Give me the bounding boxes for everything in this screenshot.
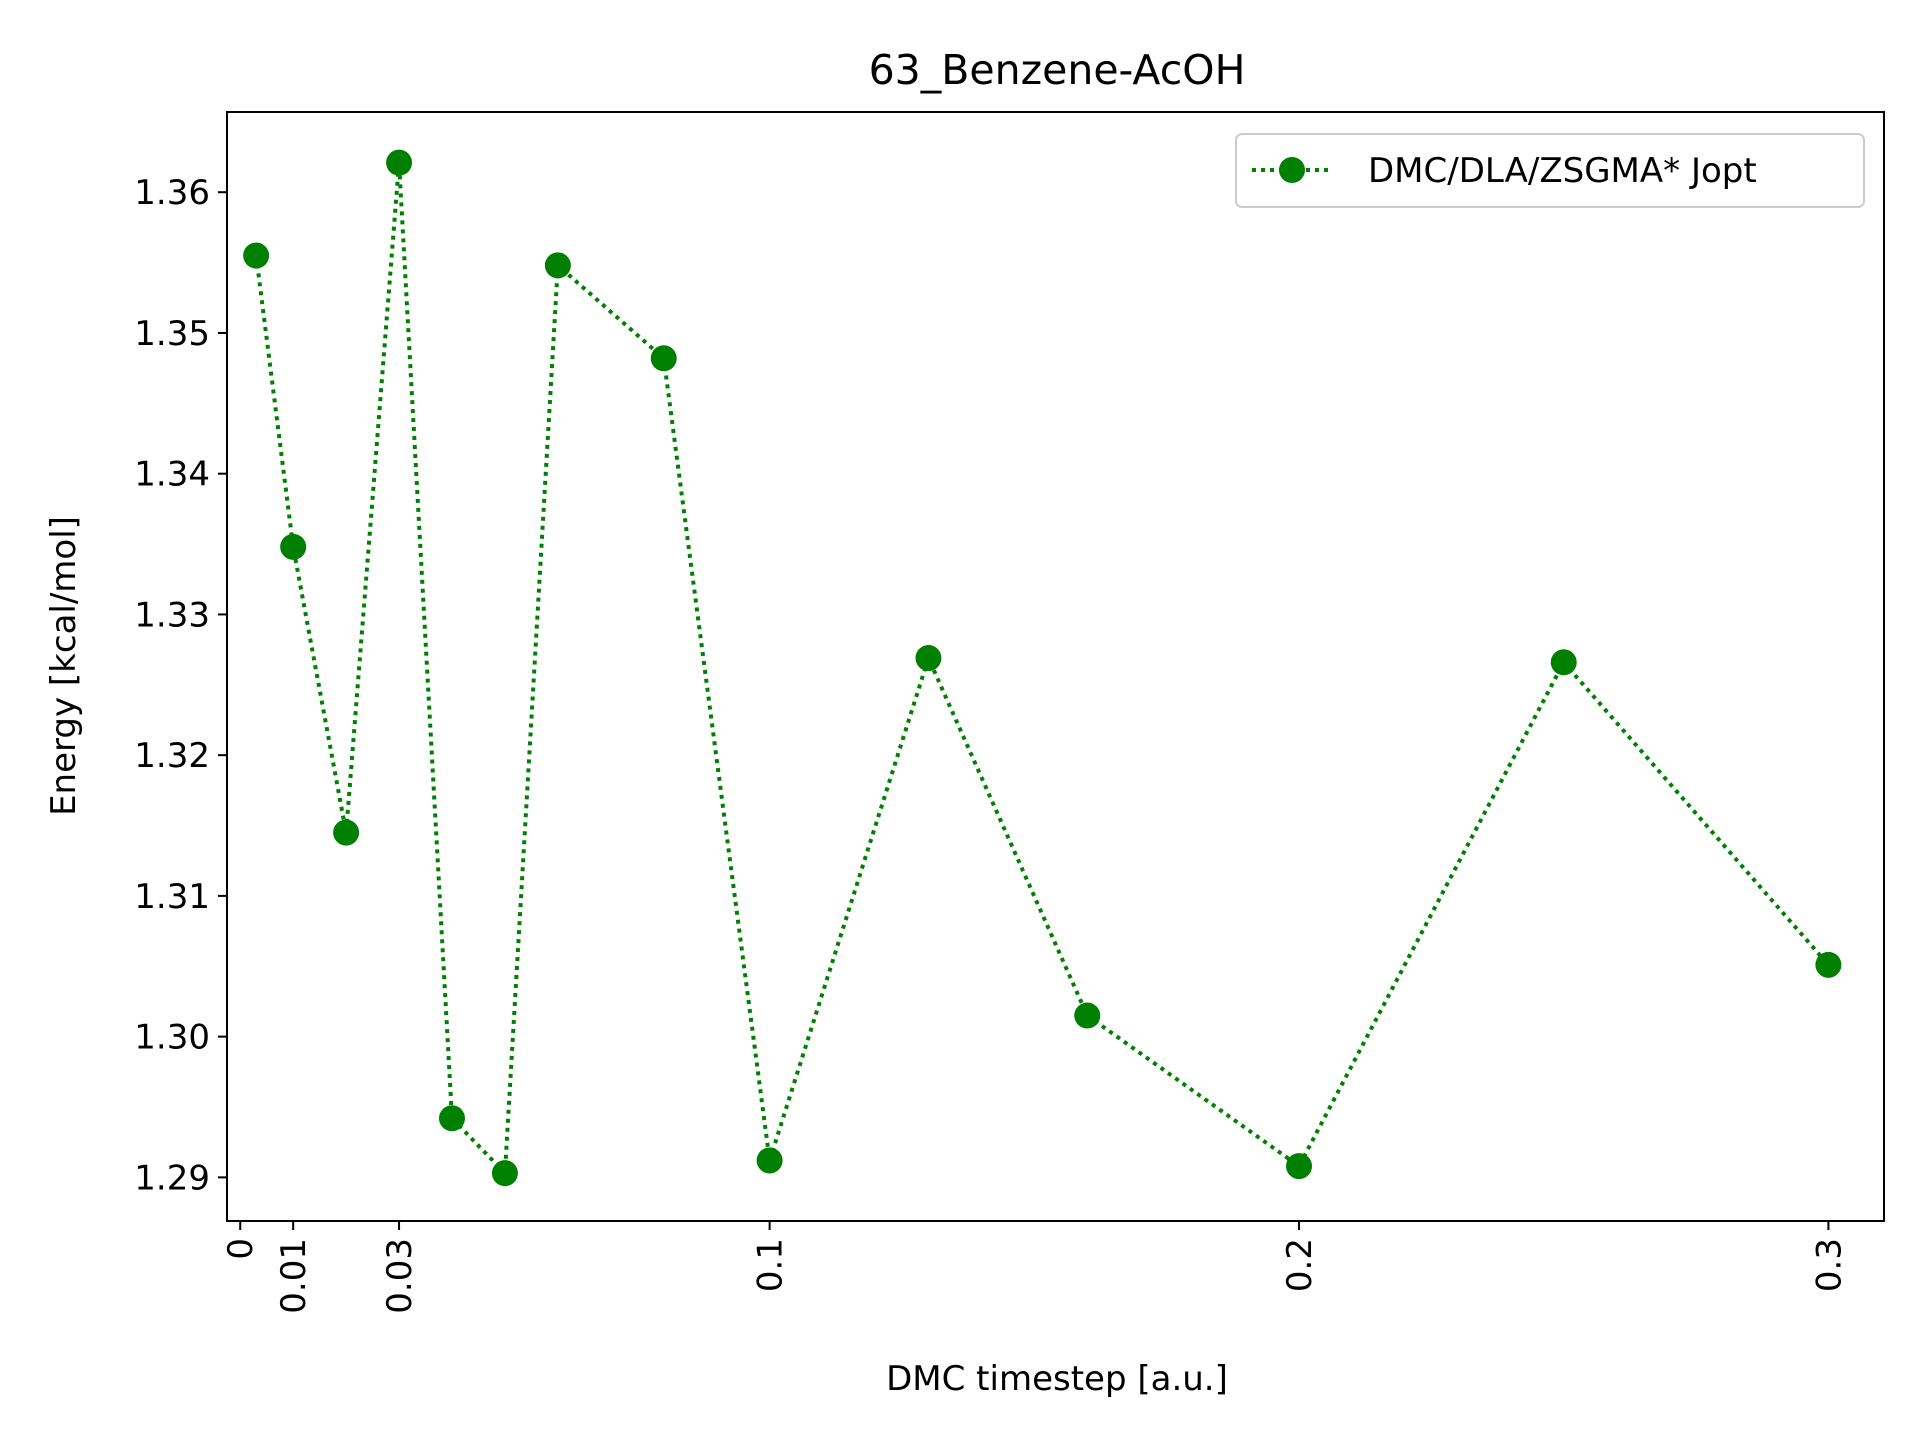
y-tick-label: 1.35 [134, 314, 210, 354]
x-tick-label: 0.01 [274, 1238, 314, 1314]
y-tick-label: 1.36 [134, 173, 210, 213]
data-point [650, 345, 677, 372]
y-tick-label: 1.29 [134, 1158, 210, 1198]
data-point [333, 819, 360, 846]
data-point [1286, 1153, 1313, 1180]
y-tick-label: 1.30 [134, 1018, 210, 1058]
y-axis: 1.29 1.30 1.31 1.32 1.33 1.34 1.35 1.36 [134, 173, 227, 1198]
axes-frame [226, 111, 1885, 1222]
x-tick-label: 0 [221, 1238, 261, 1260]
x-tick-label: 0.1 [751, 1238, 791, 1292]
y-axis-title: Energy [kcal/mol] [44, 516, 84, 816]
legend-label: DMC/DLA/ZSGMA* Jopt [1368, 151, 1757, 191]
data-point [280, 533, 307, 560]
series-line [254, 162, 1830, 1178]
data-point [1815, 951, 1842, 978]
y-tick-label: 1.32 [134, 736, 210, 776]
x-tick-label: 0.2 [1280, 1238, 1320, 1292]
legend-box [1235, 133, 1865, 208]
x-tick-label: 0.03 [380, 1238, 420, 1314]
y-tick-label: 1.33 [134, 595, 210, 635]
data-point [243, 242, 270, 269]
data-point [756, 1147, 783, 1174]
chart-title: 63_Benzene-AcOH [869, 46, 1246, 94]
legend-marker [1279, 157, 1305, 183]
data-point [544, 252, 571, 279]
y-tick-label: 1.31 [134, 877, 210, 917]
data-point [491, 1160, 518, 1187]
x-axis-title: DMC timestep [a.u.] [886, 1359, 1228, 1399]
data-point [1550, 649, 1577, 676]
legend: DMC/DLA/ZSGMA* Jopt [1235, 133, 1865, 208]
data-point [1074, 1002, 1101, 1029]
data-point [915, 645, 942, 672]
x-axis: 0 0.01 0.03 0.1 0.2 0.3 [221, 1221, 1849, 1314]
data-point [386, 149, 413, 176]
data-point [438, 1105, 465, 1132]
plot-area [243, 149, 1842, 1187]
x-tick-label: 0.3 [1809, 1238, 1849, 1292]
y-tick-label: 1.34 [134, 455, 210, 495]
